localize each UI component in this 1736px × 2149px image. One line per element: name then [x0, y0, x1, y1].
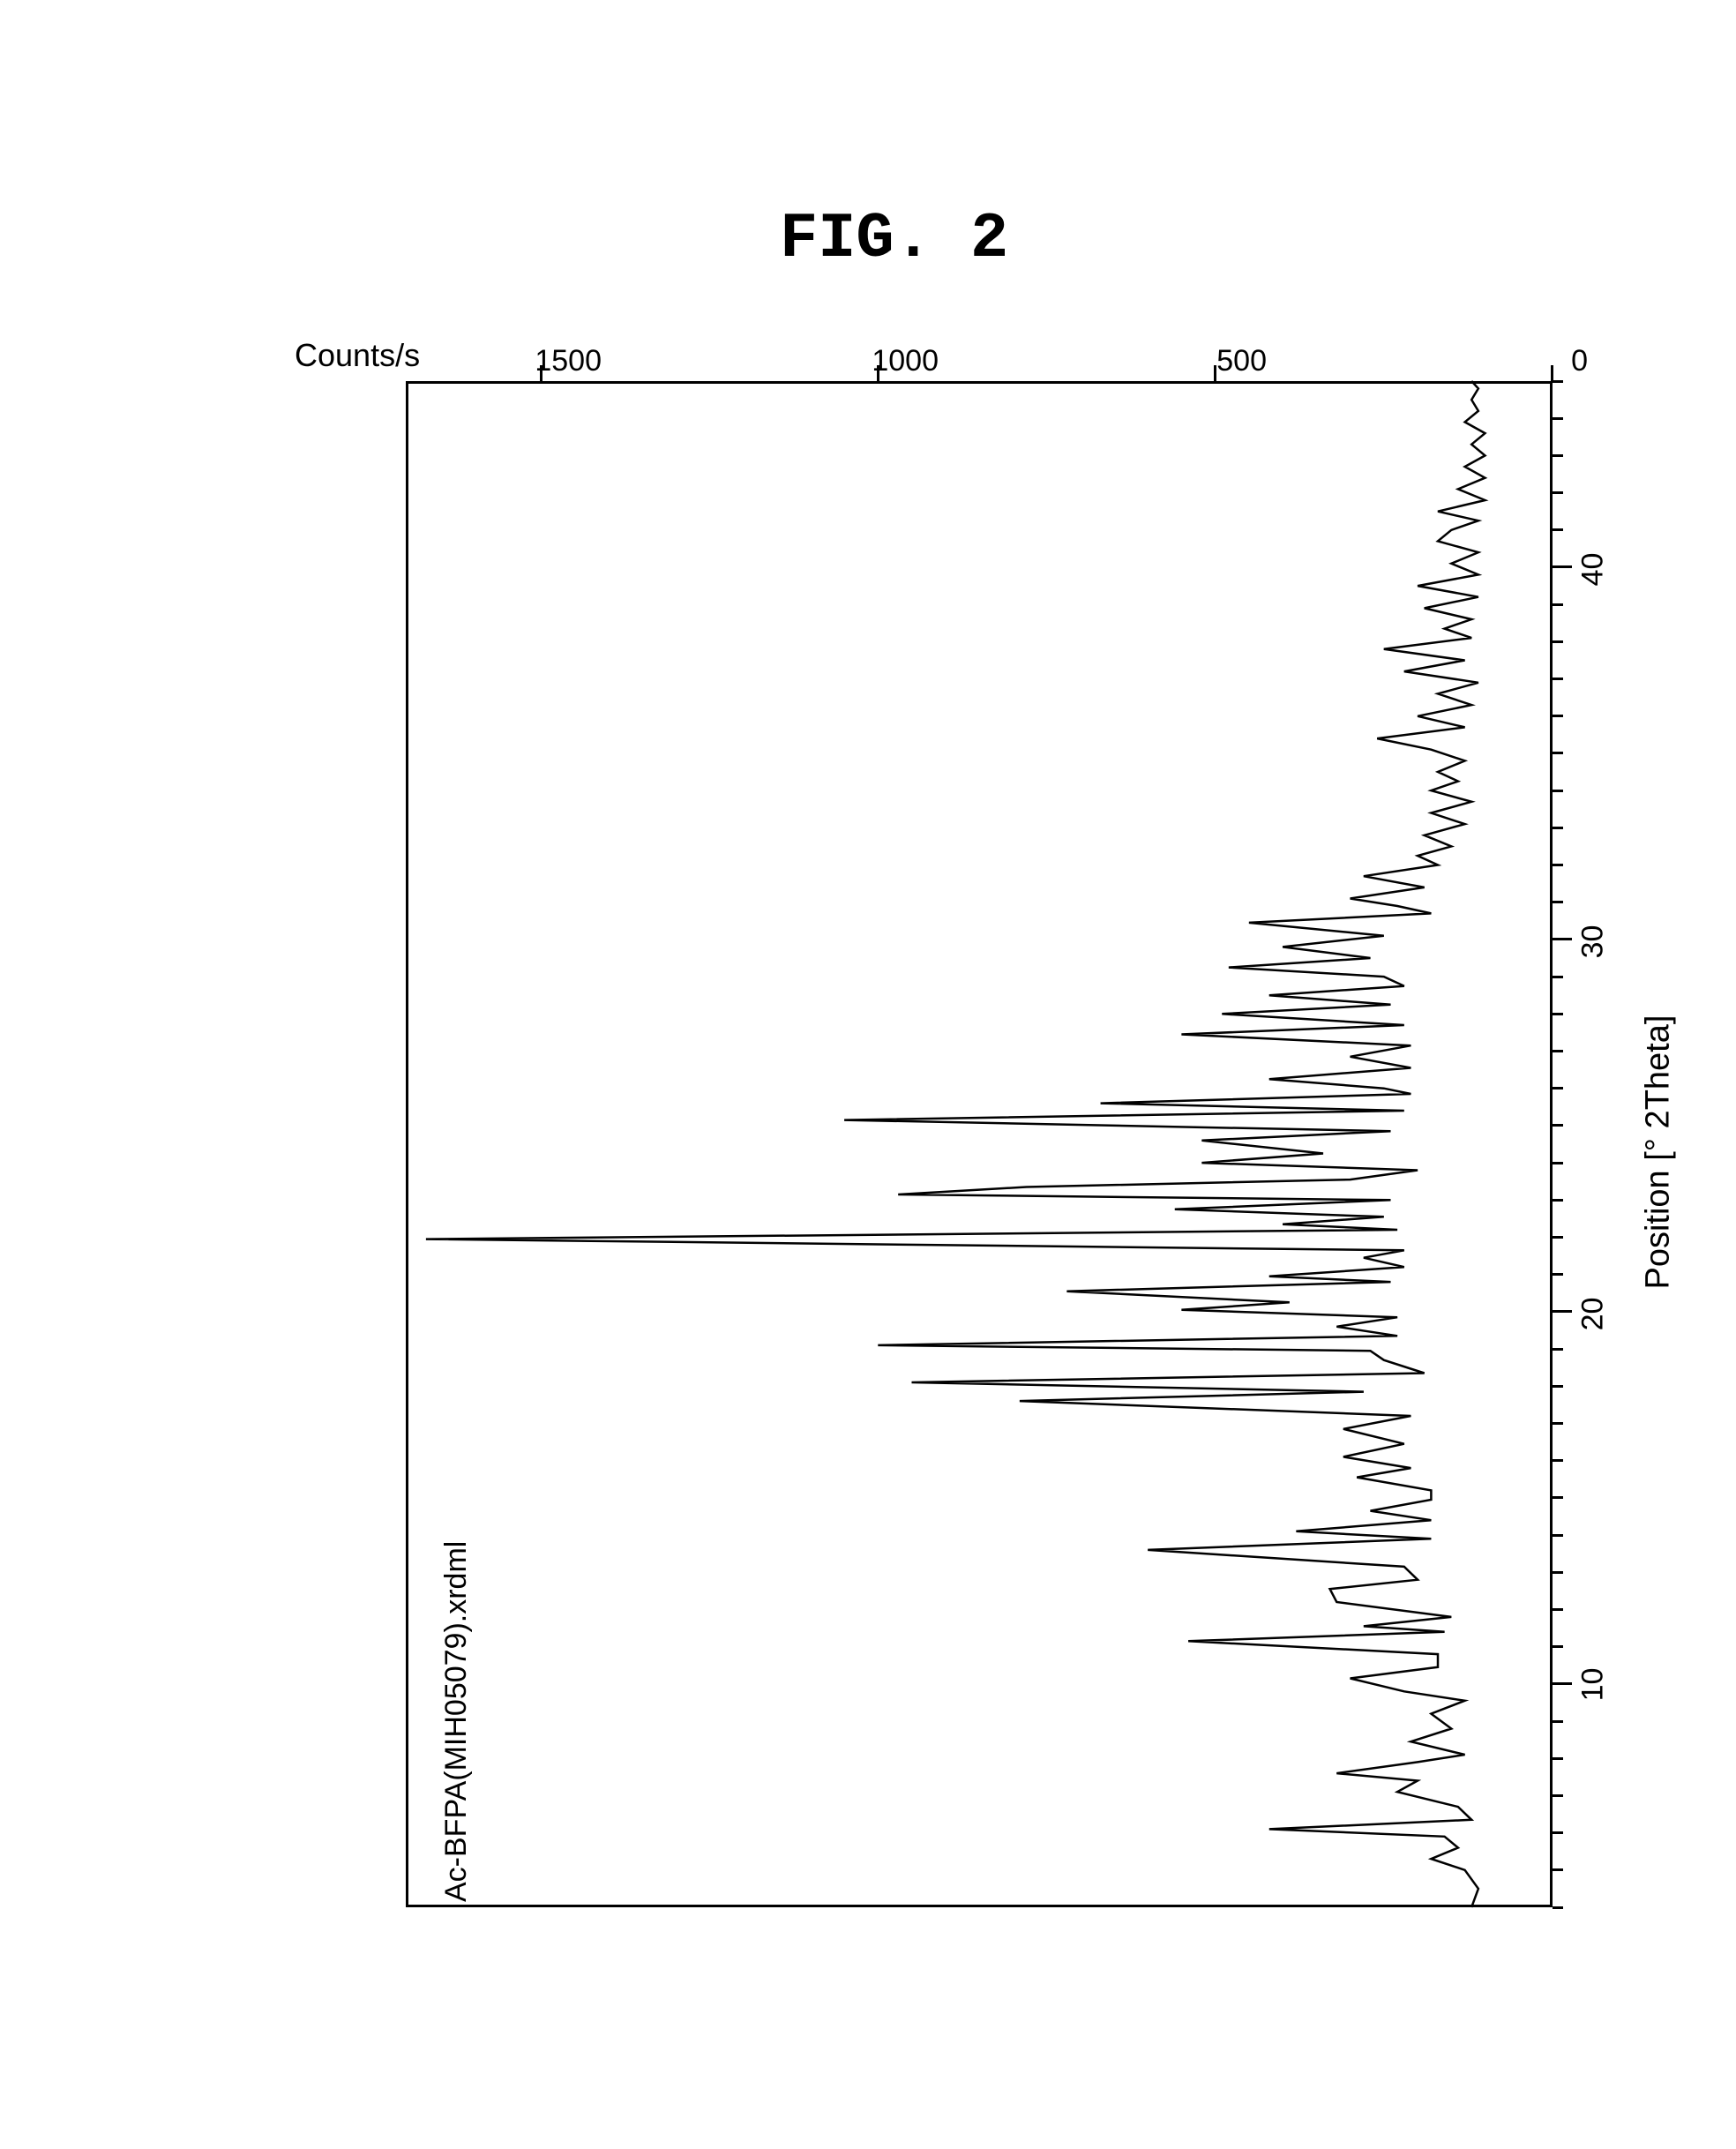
xrd-line-trace — [0, 0, 1736, 2149]
page: FIG. 2 Counts/s Ac-BFPA(MIH05079).xrdml … — [0, 0, 1736, 2149]
